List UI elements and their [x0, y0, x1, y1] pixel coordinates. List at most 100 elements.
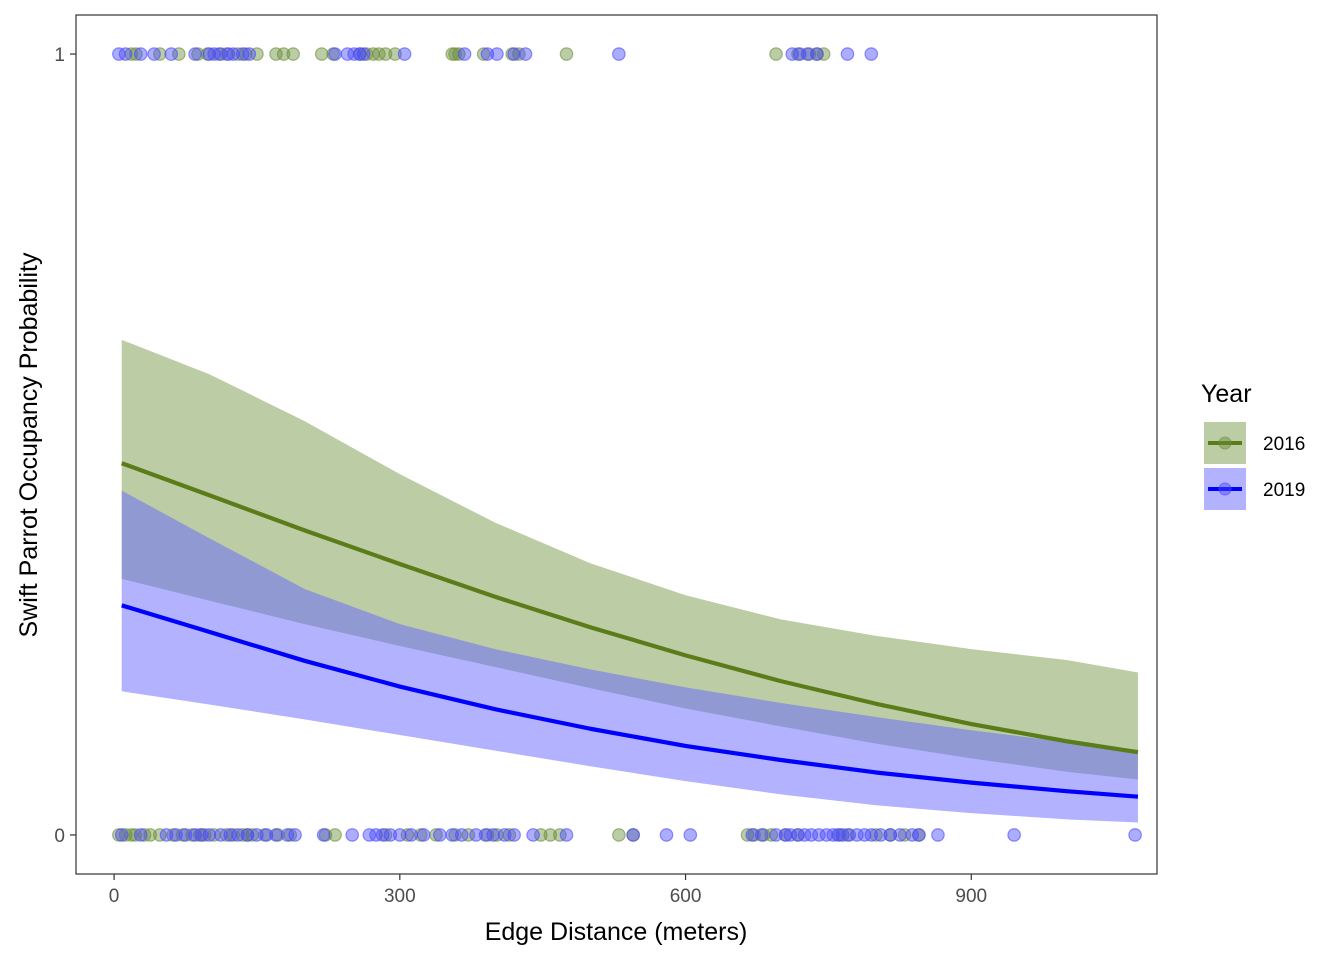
data-point-2019-absent — [469, 828, 483, 842]
data-point-2019-absent — [783, 828, 798, 842]
data-point-2019-absent — [478, 828, 493, 842]
data-point-2019-absent — [169, 828, 183, 842]
data-point-2019-absent — [1007, 828, 1021, 842]
data-point-2019-absent — [213, 828, 228, 842]
ci-ribbon-2019 — [121, 490, 1138, 823]
data-point-2019-absent — [559, 828, 574, 842]
data-point-2019-absent — [316, 828, 331, 842]
data-point-2019-absent — [240, 828, 255, 842]
data-point-2019-absent — [850, 828, 864, 842]
data-point-2016-present — [378, 47, 393, 61]
data-point-2016-present — [476, 47, 491, 61]
data-point-2019-present — [810, 47, 824, 61]
data-point-2019-absent — [486, 828, 500, 842]
plot-layer — [112, 47, 1142, 842]
data-point-2019-present — [480, 47, 495, 61]
data-point-2019-present — [793, 47, 807, 61]
data-point-2019-absent — [194, 828, 209, 842]
data-point-2016-absent — [533, 828, 548, 842]
data-point-2019-absent — [159, 828, 174, 842]
data-point-2016-present — [172, 47, 186, 61]
x-axis-title: Edge Distance (meters) — [485, 918, 748, 946]
data-point-2019-present — [457, 47, 472, 61]
data-point-2019-absent — [526, 828, 540, 842]
plot-panel-border — [75, 14, 1158, 875]
data-point-2016-present — [231, 47, 245, 61]
data-point-2019-absent — [231, 828, 245, 842]
data-point-2016-absent — [143, 828, 158, 842]
data-point-2019-present — [164, 47, 179, 61]
data-point-2016-absent — [400, 828, 415, 842]
data-point-2019-absent — [445, 828, 460, 842]
data-point-2019-absent — [754, 828, 769, 842]
data-point-2019-present — [242, 47, 257, 61]
legend-title: Year — [1201, 380, 1252, 408]
data-point-2019-absent — [873, 828, 888, 842]
data-point-2019-absent — [259, 828, 274, 842]
legend-item-2016: 2016 — [1204, 422, 1305, 464]
data-point-2019-absent — [626, 828, 640, 842]
data-point-2019-absent — [280, 828, 295, 842]
data-point-2019-absent — [659, 828, 674, 842]
data-point-2019-absent — [864, 828, 879, 842]
ci-ribbon-2016 — [121, 339, 1138, 780]
legend-label: 2016 — [1263, 434, 1305, 455]
data-point-2019-absent — [133, 828, 148, 842]
x-tick-label: 900 — [955, 886, 987, 907]
data-point-2019-absent — [769, 828, 783, 842]
legend-item-2019: 2019 — [1204, 468, 1305, 510]
data-point-2016-absent — [869, 828, 883, 842]
data-point-2016-absent — [328, 828, 342, 842]
x-tick-label: 0 — [109, 886, 120, 907]
data-point-2019-present — [785, 47, 800, 61]
data-point-2019-absent — [1128, 828, 1142, 842]
data-point-2019-absent — [114, 828, 129, 842]
axes-layer: 0 300 600 900 0 1 — [54, 45, 987, 907]
data-point-2016-present — [388, 47, 402, 61]
data-point-2019-absent — [812, 828, 826, 842]
legend-key-point — [1218, 436, 1232, 450]
data-point-2019-present — [226, 47, 240, 61]
data-point-2019-present — [864, 47, 879, 61]
data-point-2016-present — [276, 47, 291, 61]
data-point-2016-present — [448, 47, 462, 61]
data-point-2019-absent — [912, 828, 926, 842]
data-point-2019-absent — [893, 828, 907, 842]
y-tick-label: 1 — [54, 45, 65, 66]
y-tick-label: 0 — [54, 826, 65, 847]
fitted-line-2019 — [121, 603, 1139, 799]
data-point-2016-present — [769, 47, 783, 61]
data-point-2019-absent — [345, 828, 359, 842]
data-point-2019-absent — [454, 828, 469, 842]
data-point-2019-absent — [383, 828, 398, 842]
data-point-2019-present — [507, 47, 521, 61]
data-point-2016-absent — [897, 828, 912, 842]
data-point-2019-present — [118, 47, 133, 61]
data-point-2019-absent — [931, 828, 945, 842]
data-point-2019-absent — [745, 828, 760, 842]
data-point-2019-present — [221, 47, 236, 61]
data-point-2019-present — [147, 47, 161, 61]
data-point-2016-absent — [612, 828, 626, 842]
data-point-2019-absent — [507, 828, 521, 842]
data-point-2019-present — [353, 47, 367, 61]
legend-label: 2019 — [1263, 480, 1305, 501]
fitted-line-2016 — [120, 461, 1139, 755]
data-point-2019-absent — [416, 828, 431, 842]
data-point-2019-absent — [250, 828, 264, 842]
data-point-2016-present — [129, 47, 143, 61]
legend-key-point — [1218, 482, 1232, 496]
data-point-2019-present — [356, 47, 371, 61]
data-point-2019-absent — [202, 828, 217, 842]
data-point-2019-absent — [223, 828, 238, 842]
data-point-2019-absent — [404, 828, 419, 842]
data-point-2019-present — [490, 47, 504, 61]
data-point-2019-absent — [831, 828, 845, 842]
data-point-2019-absent — [393, 828, 407, 842]
data-point-2016-present — [250, 47, 264, 61]
data-point-2016-absent — [124, 828, 139, 842]
data-point-2016-present — [269, 47, 283, 61]
data-point-2019-absent — [497, 828, 512, 842]
data-point-2019-absent — [375, 828, 390, 842]
